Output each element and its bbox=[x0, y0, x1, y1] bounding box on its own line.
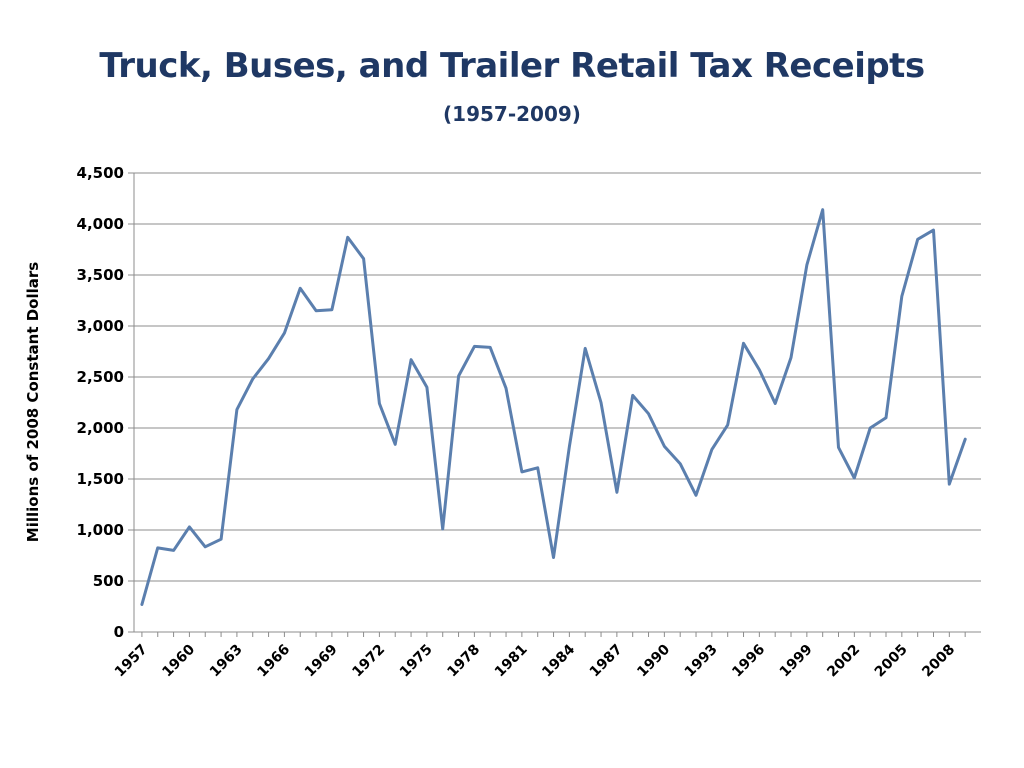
data-point bbox=[647, 412, 650, 415]
data-point bbox=[520, 470, 523, 473]
data-point bbox=[410, 358, 413, 361]
x-tick-label: 2008 bbox=[919, 642, 958, 681]
data-point bbox=[473, 345, 476, 348]
data-point bbox=[679, 462, 682, 465]
data-point bbox=[489, 346, 492, 349]
gridlines bbox=[134, 172, 981, 582]
data-point bbox=[299, 287, 302, 290]
y-tick-label: 2,500 bbox=[77, 368, 124, 386]
data-point bbox=[394, 443, 397, 446]
chart-subtitle: (1957-2009) bbox=[443, 102, 581, 126]
y-tick-label: 3,500 bbox=[77, 266, 124, 284]
data-point bbox=[758, 368, 761, 371]
x-tick-label: 1978 bbox=[444, 642, 483, 681]
data-point bbox=[457, 374, 460, 377]
data-point bbox=[631, 394, 634, 397]
data-point bbox=[552, 556, 555, 559]
data-point bbox=[774, 402, 777, 405]
data-point bbox=[900, 295, 903, 298]
data-point bbox=[932, 229, 935, 232]
data-point bbox=[600, 401, 603, 404]
series-layer bbox=[140, 208, 967, 606]
data-point bbox=[869, 427, 872, 430]
x-tick-label: 1990 bbox=[634, 641, 673, 680]
data-point bbox=[220, 538, 223, 541]
y-axis-title: Millions of 2008 Constant Dollars bbox=[24, 262, 42, 542]
data-point bbox=[188, 525, 191, 528]
y-tick-label: 0 bbox=[114, 623, 124, 641]
data-point bbox=[156, 546, 159, 549]
x-tick-label: 1987 bbox=[587, 642, 626, 681]
data-point bbox=[568, 445, 571, 448]
data-point bbox=[837, 446, 840, 449]
x-tick-label: 1999 bbox=[777, 642, 816, 681]
x-tick-label: 1972 bbox=[349, 642, 388, 681]
data-point bbox=[885, 416, 888, 419]
data-point bbox=[204, 545, 207, 548]
data-point bbox=[235, 408, 238, 411]
axes: 0 500 1,000 1,500 2,000 2,500 3,000 3,500 4,000 4… bbox=[77, 164, 981, 680]
data-point bbox=[964, 438, 967, 441]
series-line bbox=[140, 208, 967, 606]
x-tick-label: 2005 bbox=[872, 642, 911, 681]
data-point bbox=[821, 208, 824, 211]
data-point bbox=[742, 342, 745, 345]
data-point bbox=[615, 491, 618, 494]
data-point bbox=[853, 476, 856, 479]
data-point bbox=[267, 357, 270, 360]
y-tick-label: 500 bbox=[93, 572, 124, 590]
data-point bbox=[805, 263, 808, 266]
data-point bbox=[948, 483, 951, 486]
x-tick-label: 1993 bbox=[682, 642, 721, 681]
y-tick-label: 1,000 bbox=[77, 521, 124, 539]
data-point bbox=[695, 494, 698, 497]
data-point bbox=[710, 448, 713, 451]
data-point bbox=[362, 257, 365, 260]
data-point bbox=[663, 445, 666, 448]
data-point bbox=[441, 527, 444, 530]
chart-title: Truck, Buses, and Trailer Retail Tax Rec… bbox=[99, 46, 925, 86]
data-point bbox=[726, 423, 729, 426]
x-tick-label: 1984 bbox=[539, 641, 578, 680]
data-point bbox=[584, 347, 587, 350]
x-tick-label: 1975 bbox=[397, 642, 436, 681]
data-point bbox=[425, 386, 428, 389]
data-point bbox=[251, 378, 254, 381]
x-tick-label: 1996 bbox=[729, 642, 768, 681]
data-point bbox=[315, 309, 318, 312]
data-point bbox=[330, 308, 333, 311]
data-point bbox=[378, 402, 381, 405]
x-tick-label: 2002 bbox=[824, 642, 863, 681]
x-tick-label: 1981 bbox=[492, 642, 531, 681]
data-point bbox=[172, 549, 175, 552]
y-tick-label: 2,000 bbox=[77, 419, 124, 437]
y-tick-label: 4,500 bbox=[77, 164, 124, 182]
y-tick-label: 4,000 bbox=[77, 215, 124, 233]
x-tick-label: 1960 bbox=[159, 641, 198, 680]
data-point bbox=[916, 238, 919, 241]
data-point bbox=[505, 387, 508, 390]
data-point bbox=[140, 603, 143, 606]
y-tick-label: 3,000 bbox=[77, 317, 124, 335]
x-tick-label: 1963 bbox=[207, 642, 246, 681]
x-tick-label: 1966 bbox=[254, 642, 293, 681]
data-point bbox=[283, 332, 286, 335]
data-point bbox=[346, 236, 349, 239]
y-tick-label: 1,500 bbox=[77, 470, 124, 488]
data-point bbox=[536, 466, 539, 469]
x-tick-label: 1957 bbox=[112, 642, 151, 681]
x-tick-label: 1969 bbox=[302, 642, 341, 681]
data-point bbox=[790, 356, 793, 359]
